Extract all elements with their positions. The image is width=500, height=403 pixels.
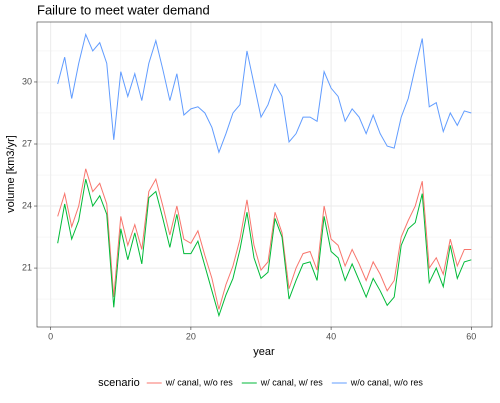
x-axis-title: year	[253, 346, 275, 358]
line	[57, 179, 472, 318]
legend-label: w/ canal, w/ res	[260, 377, 324, 387]
panel-border	[36, 21, 493, 328]
legend-label: w/ canal, w/o res	[165, 377, 234, 387]
y-tick-label: 21	[22, 262, 32, 272]
x-tick-label: 0	[48, 331, 53, 341]
line	[57, 32, 472, 154]
chart-title: Failure to meet water demand	[37, 2, 210, 17]
line	[57, 168, 472, 310]
legend-title: scenario	[98, 377, 140, 389]
x-tick-label: 60	[466, 331, 476, 341]
y-tick-label: 27	[22, 138, 32, 148]
x-tick-label: 40	[326, 331, 336, 341]
y-tick-label: 24	[22, 200, 32, 210]
legend-label: w/o canal, w/o res	[350, 377, 424, 387]
y-axis-title: volume [km3/yr]	[5, 135, 17, 213]
y-tick-label: 30	[22, 76, 32, 86]
x-tick-label: 20	[186, 331, 196, 341]
